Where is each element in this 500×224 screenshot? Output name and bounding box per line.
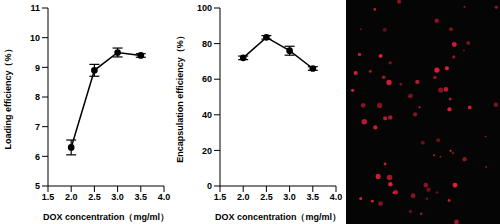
svg-text:2.0: 2.0 xyxy=(237,192,250,202)
svg-text:9: 9 xyxy=(35,63,40,73)
svg-text:2.5: 2.5 xyxy=(88,192,101,202)
svg-text:3.0: 3.0 xyxy=(283,192,296,202)
svg-text:Loading efficiency（%）: Loading efficiency（%） xyxy=(8,44,13,149)
svg-text:1.5: 1.5 xyxy=(214,192,227,202)
svg-text:100: 100 xyxy=(197,3,212,13)
svg-text:3.5: 3.5 xyxy=(135,192,148,202)
svg-text:6: 6 xyxy=(35,152,40,162)
svg-text:60: 60 xyxy=(202,74,212,84)
svg-text:2.5: 2.5 xyxy=(260,192,273,202)
svg-text:DOX concentration（mg/ml）: DOX concentration（mg/ml） xyxy=(43,212,169,222)
svg-text:8: 8 xyxy=(35,92,40,102)
svg-text:2.0: 2.0 xyxy=(65,192,78,202)
svg-text:4.0: 4.0 xyxy=(330,192,343,202)
svg-text:80: 80 xyxy=(202,39,212,49)
svg-text:11: 11 xyxy=(30,3,40,13)
svg-text:40: 40 xyxy=(202,110,212,120)
svg-text:3.5: 3.5 xyxy=(307,192,320,202)
svg-text:3.0: 3.0 xyxy=(111,192,124,202)
svg-text:0: 0 xyxy=(207,181,212,191)
svg-text:10: 10 xyxy=(30,33,40,43)
svg-text:4.0: 4.0 xyxy=(158,192,171,202)
svg-text:20: 20 xyxy=(202,146,212,156)
svg-text:5: 5 xyxy=(35,181,40,191)
svg-text:7: 7 xyxy=(35,122,40,132)
svg-text:DOX concentration（mg/ml）: DOX concentration（mg/ml） xyxy=(215,212,341,222)
svg-text:Encapsulation efficiency（%）: Encapsulation efficiency（%） xyxy=(175,31,185,163)
svg-text:1.5: 1.5 xyxy=(42,192,55,202)
